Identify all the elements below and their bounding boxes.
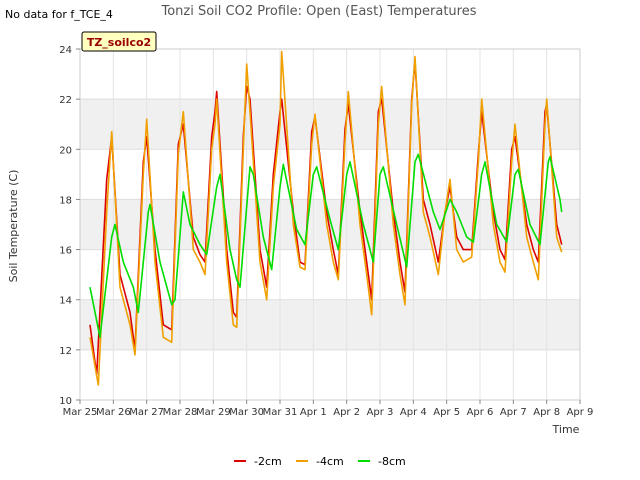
- x-tick-label: Apr 6: [467, 407, 494, 418]
- chart-title: Tonzi Soil CO2 Profile: Open (East) Temp…: [160, 4, 476, 19]
- x-tick-label: Mar 26: [96, 407, 131, 418]
- y-tick-label: 22: [59, 95, 72, 106]
- y-axis-label: Soil Temperature (C): [7, 170, 20, 283]
- y-tick-label: 10: [59, 396, 72, 407]
- x-tick-label: Mar 30: [229, 407, 264, 418]
- legend-label: -2cm: [254, 455, 282, 468]
- x-tick-label: Mar 28: [163, 407, 198, 418]
- legend-label: -8cm: [378, 455, 406, 468]
- x-tick-label: Mar 27: [129, 407, 164, 418]
- series-line-minus-4cm: [89, 50, 563, 386]
- x-tick-label: Apr 1: [300, 407, 327, 418]
- x-tick-label: Apr 8: [533, 407, 560, 418]
- y-tick-label: 24: [59, 45, 72, 56]
- site-badge: TZ_soilco2: [81, 31, 157, 52]
- y-axis-ticks: 10 12 14 16 18 20 22 24: [59, 45, 80, 407]
- legend: -2cm -4cm -8cm: [234, 455, 406, 468]
- y-tick-label: 14: [59, 296, 72, 307]
- x-tick-label: Apr 9: [567, 407, 594, 418]
- x-tick-label: Apr 2: [333, 407, 360, 418]
- y-tick-label: 12: [59, 346, 72, 357]
- plot-band: [80, 49, 580, 100]
- plot-bands: [80, 49, 580, 400]
- plot-band: [80, 99, 580, 150]
- series-lines: [89, 50, 563, 386]
- x-tick-label: Apr 5: [433, 407, 460, 418]
- x-tick-label: Apr 3: [367, 407, 394, 418]
- y-tick-label: 20: [59, 145, 72, 156]
- plot-frame: [79, 48, 581, 401]
- legend-label: -4cm: [316, 455, 344, 468]
- series-line-minus-8cm: [89, 153, 563, 339]
- no-data-note: No data for f_TCE_4: [5, 8, 113, 21]
- plot-band: [80, 299, 580, 350]
- x-tick-label: Mar 31: [263, 407, 298, 418]
- plot-band: [80, 349, 580, 400]
- site-badge-label: TZ_soilco2: [87, 36, 151, 49]
- y-tick-label: 16: [59, 246, 72, 257]
- y-tick-label: 18: [59, 195, 72, 206]
- x-axis-label: Time: [552, 423, 580, 436]
- x-tick-label: Apr 4: [400, 407, 427, 418]
- x-tick-label: Mar 25: [63, 407, 98, 418]
- plot-band: [80, 149, 580, 200]
- x-tick-label: Mar 29: [196, 407, 231, 418]
- x-tick-label: Apr 7: [500, 407, 527, 418]
